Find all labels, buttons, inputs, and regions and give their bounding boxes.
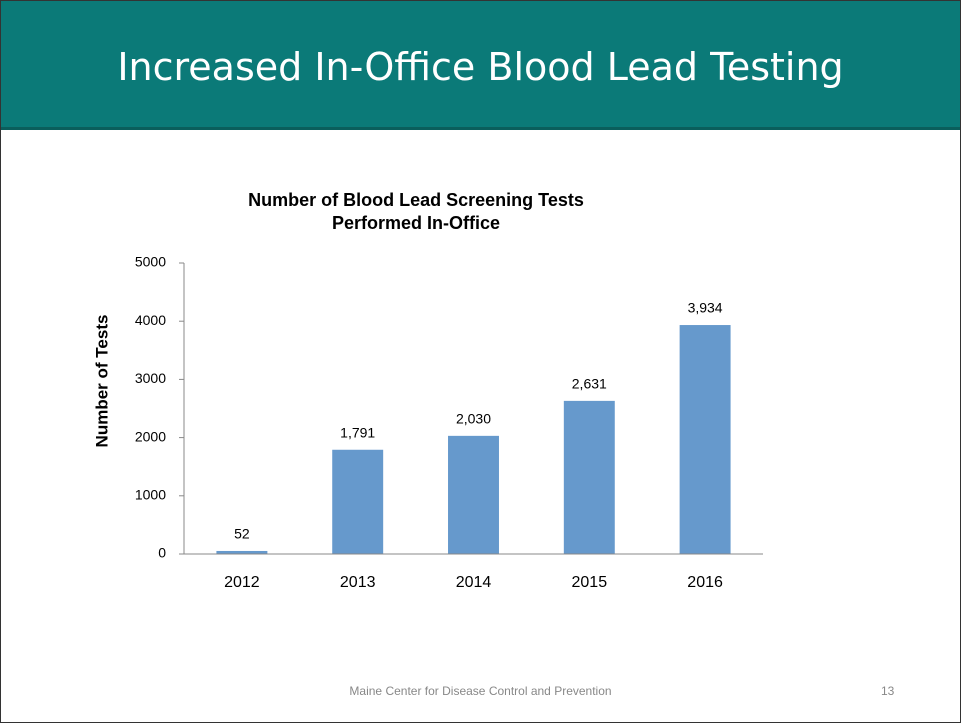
x-tick-label: 2016 [687, 574, 723, 591]
bar [679, 325, 731, 554]
y-tick-label: 5000 [135, 254, 166, 270]
x-tick-label: 2014 [456, 574, 492, 591]
slide-title: Increased In-Office Blood Lead Testing [117, 45, 844, 89]
data-label: 3,934 [688, 300, 723, 316]
x-tick-label: 2015 [572, 574, 608, 591]
y-axis-label: Number of Tests [92, 315, 111, 448]
page-number: 13 [881, 684, 895, 698]
y-tick-label: 2000 [135, 428, 166, 444]
data-label: 1,791 [340, 424, 375, 440]
x-tick-label: 2012 [224, 574, 260, 591]
data-label: 2,030 [456, 411, 491, 427]
bar [216, 550, 268, 554]
data-label: 52 [234, 526, 250, 542]
y-tick-label: 0 [158, 545, 166, 561]
y-tick-label: 4000 [135, 312, 166, 328]
footer: Maine Center for Disease Control and Pre… [349, 684, 612, 698]
bar [332, 449, 384, 554]
bar [448, 435, 499, 554]
y-tick-label: 1000 [135, 487, 166, 503]
y-tick-label: 3000 [135, 370, 166, 386]
data-label: 2,631 [572, 376, 607, 392]
bar [563, 400, 615, 554]
x-tick-label: 2013 [340, 574, 376, 591]
header [1, 1, 960, 130]
chart-title: Number of Blood Lead Screening Tests Per… [248, 190, 584, 233]
